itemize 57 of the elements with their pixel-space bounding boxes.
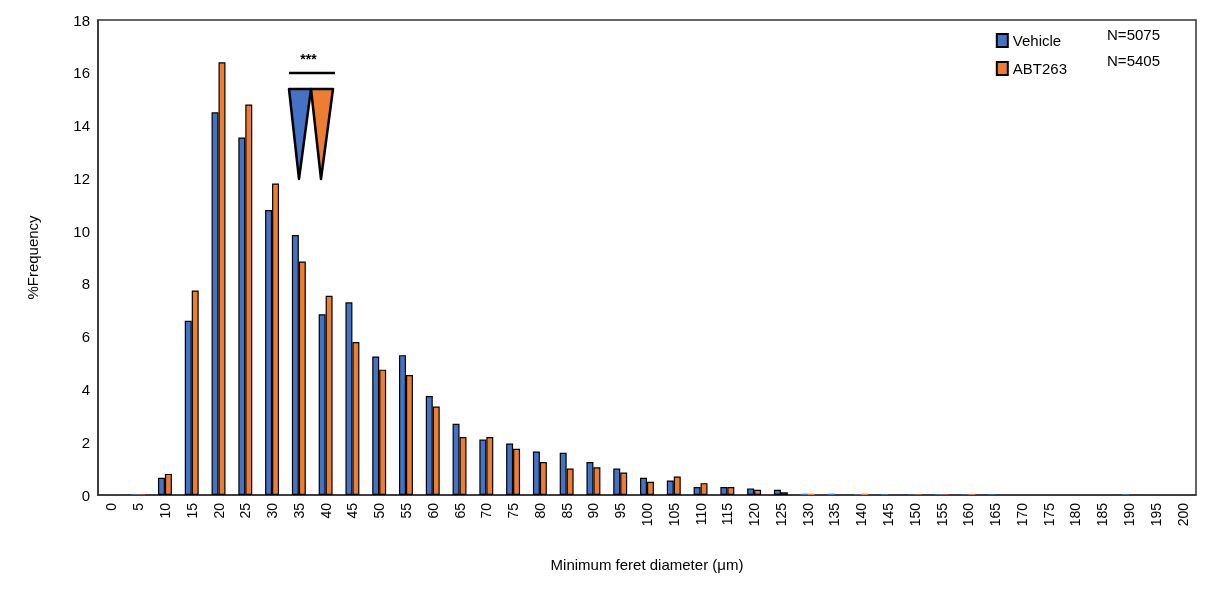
x-tick-label: 25 [237, 502, 254, 519]
x-tick-label: 120 [746, 502, 763, 527]
y-tick-label: 2 [81, 433, 90, 451]
x-tick-label: 125 [772, 502, 789, 527]
y-tick-label: 10 [73, 222, 90, 240]
legend-label: ABT263 [1012, 60, 1067, 77]
x-tick-label: 65 [451, 502, 468, 519]
x-tick-label: 0 [103, 502, 120, 511]
x-tick-label: 10 [156, 502, 173, 519]
x-tick-label: 165 [987, 502, 1004, 527]
x-tick-label: 70 [478, 502, 495, 519]
x-tick-label: 30 [264, 502, 281, 519]
x-tick-label: 100 [639, 502, 655, 527]
x-tick-label: 190 [1121, 502, 1138, 527]
annotation: N=5075 [1107, 26, 1161, 43]
x-tick-label: 80 [531, 502, 548, 519]
x-tick-label: 90 [585, 502, 602, 519]
x-tick-label: 5 [130, 502, 147, 511]
x-tick-label: 145 [880, 502, 897, 527]
x-tick-label: 200 [1174, 502, 1191, 527]
x-tick-label: 195 [1147, 502, 1164, 527]
legend-label: Vehicle [1012, 32, 1062, 49]
x-tick-label: 175 [1040, 502, 1057, 527]
x-tick-label: 150 [906, 502, 923, 527]
x-tick-label: 155 [933, 502, 950, 527]
x-tick-label: 140 [853, 502, 870, 527]
y-tick-label: 4 [81, 380, 90, 398]
x-tick-label: 35 [290, 502, 307, 519]
x-tick-label: 40 [317, 502, 334, 519]
x-tick-label: 115 [719, 502, 736, 526]
x-tick-label: 20 [210, 502, 227, 519]
x-axis-title: Minimum feret diameter (μm) [550, 556, 744, 573]
x-tick-label: 160 [960, 502, 977, 527]
annotation: N=5405 [1107, 52, 1161, 69]
x-tick-label: 55 [397, 502, 414, 519]
y-tick-label: 6 [81, 328, 90, 346]
y-tick-label: 12 [73, 169, 90, 187]
x-tick-label: 15 [183, 502, 200, 519]
y-tick-label: 16 [73, 64, 90, 82]
x-tick-label: 105 [665, 502, 682, 527]
x-tick-label: 110 [692, 502, 709, 526]
annotation: *** [300, 51, 318, 67]
x-tick-label: 45 [344, 502, 361, 519]
x-tick-label: 135 [826, 502, 843, 527]
y-tick-label: 14 [73, 117, 90, 135]
x-tick-label: 85 [558, 502, 575, 519]
x-tick-label: 50 [371, 502, 388, 519]
x-tick-label: 185 [1094, 502, 1111, 527]
x-tick-label: 170 [1013, 502, 1030, 527]
y-tick-label: 8 [81, 275, 90, 293]
x-tick-label: 60 [424, 502, 441, 519]
x-tick-label: 75 [505, 502, 522, 519]
x-tick-label: 130 [799, 502, 816, 527]
x-tick-label: 180 [1067, 502, 1084, 527]
y-axis-title: %Frequency [24, 214, 41, 300]
y-tick-label: 18 [73, 11, 90, 29]
x-tick-label: 95 [612, 502, 629, 519]
